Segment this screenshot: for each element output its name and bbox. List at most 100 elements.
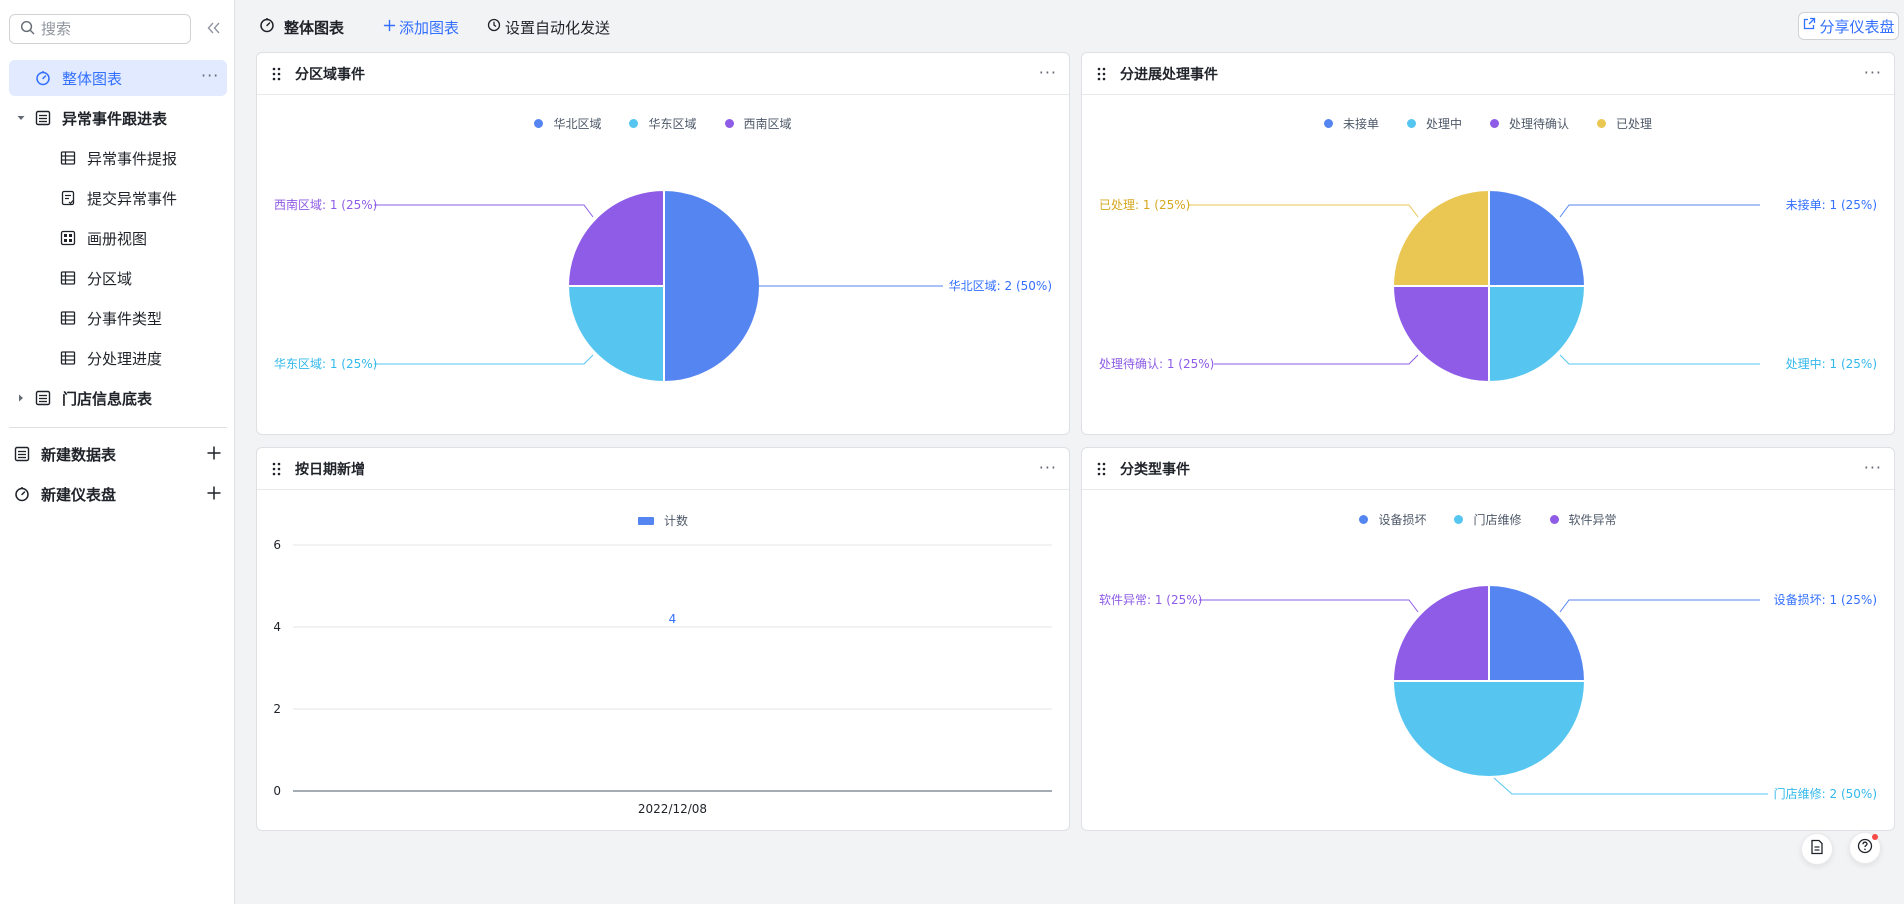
drag-handle-icon[interactable]	[1096, 461, 1108, 477]
clock-icon	[487, 18, 501, 36]
y-tick-label: 6	[273, 538, 281, 552]
more-icon[interactable]: ···	[1863, 458, 1882, 477]
y-tick-label: 0	[273, 784, 281, 798]
bar-value-label: 4	[669, 612, 677, 626]
pie-slice[interactable]	[566, 188, 665, 287]
legend-item[interactable]: 华北区域	[534, 115, 601, 132]
chevron-down-icon[interactable]	[15, 112, 27, 124]
pie-slice[interactable]	[566, 285, 665, 384]
sidebar-item-by-region[interactable]: 分区域	[9, 260, 227, 296]
legend-item[interactable]: 已处理	[1597, 115, 1652, 132]
pie-slice[interactable]	[1488, 285, 1587, 384]
sidebar-item-gallery-view[interactable]: 画册视图	[9, 220, 227, 256]
leader-line	[1559, 599, 1760, 613]
legend-item[interactable]: 华东区域	[629, 115, 697, 132]
more-icon[interactable]: ···	[1863, 63, 1882, 82]
legend-label: 处理中	[1425, 117, 1462, 131]
legend-item[interactable]: 计数	[637, 512, 688, 529]
sidebar-item-incident-table[interactable]: 异常事件跟进表	[9, 100, 227, 136]
sidebar-item-by-type[interactable]: 分事件类型	[9, 300, 227, 336]
pie-slice[interactable]	[1391, 680, 1587, 778]
slice-label: 门店维修: 2 (50%)	[1774, 786, 1877, 801]
add-chart-label: 添加图表	[399, 18, 460, 37]
page-title: 整体图表	[284, 18, 345, 37]
legend-item[interactable]: 处理待确认	[1490, 115, 1569, 132]
drag-handle-icon[interactable]	[271, 461, 283, 477]
slice-label: 西南区域: 1 (25%)	[274, 197, 377, 212]
grid-view-icon	[59, 149, 77, 167]
more-icon[interactable]: ···	[1038, 458, 1057, 477]
pie-chart-by-type: 设备损坏: 1 (25%) 门店维修: 2 (50%) 软件异常: 1 (25%…	[1099, 583, 1877, 801]
plus-icon[interactable]	[206, 445, 224, 463]
chevron-right-icon[interactable]	[15, 392, 27, 404]
legend-swatch	[1406, 119, 1416, 128]
card-header: 按日期新增 ···	[257, 448, 1069, 490]
search-input[interactable]	[41, 20, 181, 38]
sidebar-item-label: 分区域	[87, 269, 133, 288]
legend-swatch	[724, 119, 734, 128]
plus-icon	[383, 18, 396, 36]
drag-handle-icon[interactable]	[271, 66, 283, 82]
sidebar-item-by-progress[interactable]: 分处理进度	[9, 340, 227, 376]
new-table-button[interactable]: 新建数据表	[9, 436, 227, 472]
legend-swatch	[629, 119, 639, 128]
legend-label: 软件异常	[1568, 513, 1617, 527]
share-icon	[1802, 17, 1816, 35]
notes-button[interactable]	[1801, 833, 1833, 865]
help-button[interactable]	[1849, 832, 1881, 864]
sidebar-item-dashboard[interactable]: 整体图表 ···	[9, 60, 227, 96]
pie-slice[interactable]	[1391, 188, 1490, 287]
leader-line	[374, 354, 594, 365]
chart-card-region: 分区域事件 ··· 华北区域 华东区域 西南区域 华北区域: 2 (50%) 华…	[256, 52, 1070, 435]
search-box[interactable]	[9, 14, 191, 44]
sidebar-item-label: 异常事件提报	[87, 149, 178, 168]
pie-slice[interactable]	[1391, 285, 1490, 384]
drag-handle-icon[interactable]	[1096, 66, 1108, 82]
more-icon[interactable]: ···	[1038, 63, 1057, 82]
legend-item[interactable]: 未接单	[1323, 115, 1379, 132]
sidebar-divider	[9, 427, 227, 428]
help-icon	[1857, 838, 1873, 858]
legend-item[interactable]: 设备损坏	[1359, 511, 1426, 528]
slice-label: 处理待确认: 1 (25%)	[1099, 357, 1214, 371]
plus-icon[interactable]	[206, 485, 224, 503]
pie-slice[interactable]	[1391, 583, 1490, 682]
form-icon	[59, 189, 77, 207]
sidebar-item-label: 整体图表	[62, 69, 123, 88]
sidebar-item-store-table[interactable]: 门店信息底表	[9, 380, 227, 416]
gallery-icon	[59, 229, 77, 247]
legend-swatch	[637, 516, 654, 525]
card-title: 分进展处理事件	[1120, 66, 1218, 83]
legend-label: 西南区域	[743, 117, 792, 131]
add-chart-button[interactable]: 添加图表	[383, 15, 459, 39]
leader-line	[1493, 777, 1768, 795]
legend-item[interactable]: 处理中	[1406, 115, 1462, 132]
grid-view-icon	[59, 309, 77, 327]
leader-line	[1559, 204, 1760, 218]
pie-slice[interactable]	[1488, 188, 1587, 287]
more-icon[interactable]: ···	[201, 66, 220, 85]
legend-swatch	[534, 119, 544, 128]
share-dashboard-button[interactable]: 分享仪表盘	[1798, 12, 1899, 40]
leader-line	[1559, 354, 1760, 365]
table-icon	[34, 389, 52, 407]
new-dashboard-button[interactable]: 新建仪表盘	[9, 476, 227, 512]
sidebar-item-label: 门店信息底表	[62, 389, 153, 408]
legend-item[interactable]: 西南区域	[724, 115, 792, 132]
bar-chart-by-date: 0 2 4 6 4 2022/12/08	[273, 538, 1052, 816]
automation-label: 设置自动化发送	[505, 18, 611, 37]
slice-label: 已处理: 1 (25%)	[1099, 198, 1190, 212]
chart-card-by-type: 分类型事件 ··· 设备损坏 门店维修 软件异常 设备损坏: 1 (25%) 门…	[1081, 447, 1895, 831]
card-title: 分类型事件	[1120, 461, 1190, 478]
leader-line	[374, 204, 594, 218]
slice-label: 华东区域: 1 (25%)	[274, 357, 377, 371]
automation-button[interactable]: 设置自动化发送	[487, 15, 610, 39]
legend-item[interactable]: 门店维修	[1454, 511, 1522, 528]
collapse-sidebar-icon[interactable]	[204, 18, 224, 38]
dashboard-icon	[13, 485, 31, 503]
slice-label: 软件异常: 1 (25%)	[1099, 593, 1202, 607]
pie-slice[interactable]	[1488, 583, 1587, 682]
sidebar-item-submit-form[interactable]: 提交异常事件	[9, 180, 227, 216]
legend-item[interactable]: 软件异常	[1549, 511, 1617, 528]
sidebar-item-report-view[interactable]: 异常事件提报	[9, 140, 227, 176]
